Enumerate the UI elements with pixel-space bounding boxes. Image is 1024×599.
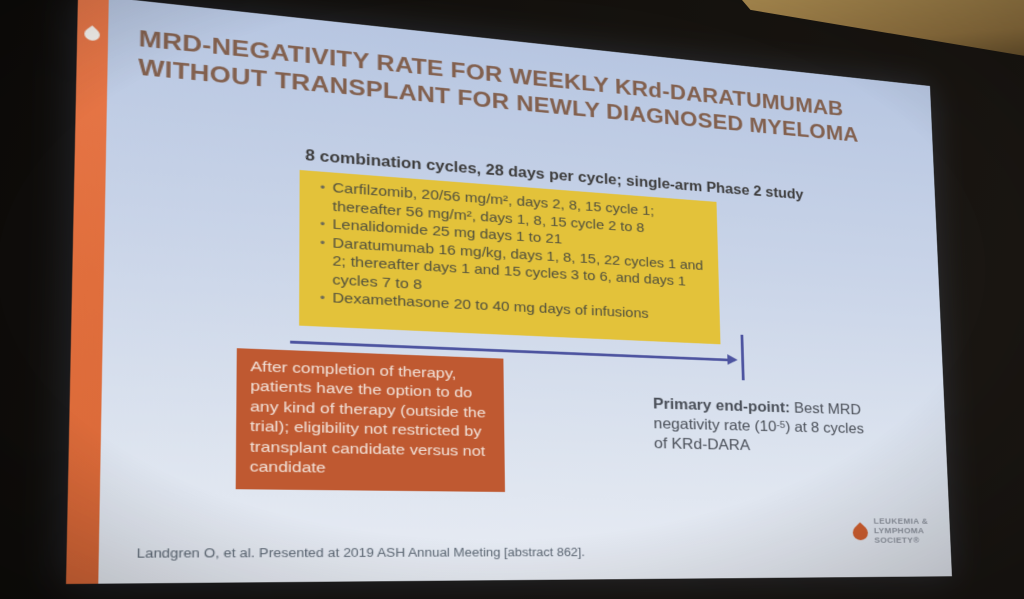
lls-logo: LEUKEMIA & LYMPHOMA SOCIETY® (849, 517, 929, 547)
ceiling (742, 0, 1024, 56)
arrowhead-icon (727, 354, 738, 366)
primary-endpoint-text: Primary end-point: Best MRD negativity r… (653, 395, 873, 458)
endpoint-superscript: -5 (776, 419, 786, 431)
bullet-dot-icon (313, 233, 333, 289)
slide-title: MRD-NEGATIVITY RATE FOR WEEKLY KRd-DARAT… (138, 25, 926, 154)
projection-slide: MRD-NEGATIVITY RATE FOR WEEKLY KRd-DARAT… (65, 0, 952, 585)
bullet-dot-icon (313, 288, 333, 308)
bullet-dot-icon (313, 214, 333, 234)
lls-logo-text: LEUKEMIA & LYMPHOMA SOCIETY® (873, 517, 929, 547)
timeline-end-tick (740, 334, 745, 381)
lls-droplet-icon (849, 522, 871, 544)
bullet-dot-icon (313, 178, 333, 216)
endpoint-label: Primary end-point: (652, 395, 791, 416)
citation-text: Landgren O, et al. Presented at 2019 ASH… (136, 545, 586, 561)
slide-accent-bar (65, 0, 109, 585)
droplet-icon (81, 25, 104, 44)
therapy-note-box: After completion of therapy, patients ha… (235, 348, 505, 492)
lls-logo-line3: SOCIETY® (874, 535, 920, 546)
